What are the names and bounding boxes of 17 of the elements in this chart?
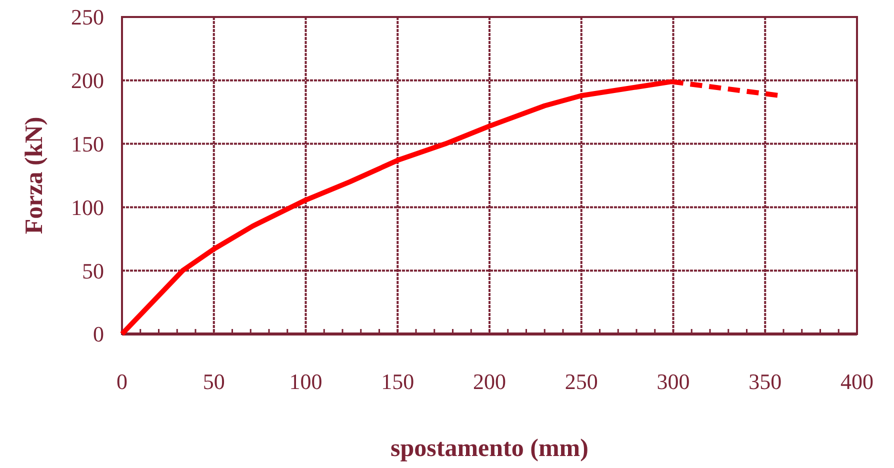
x-tick-label: 250 <box>564 369 598 394</box>
y-tick-label: 250 <box>71 4 104 30</box>
y-tick-label: 50 <box>82 258 104 284</box>
x-tick-label: 150 <box>381 369 414 394</box>
x-tick-label: 100 <box>289 369 322 394</box>
x-tick-label: 50 <box>202 369 225 394</box>
x-tick-label: 200 <box>473 369 506 394</box>
y-tick-label: 100 <box>71 194 104 220</box>
y-tick-label: 200 <box>71 68 104 94</box>
x-tick-label: 400 <box>840 369 874 394</box>
y-axis-title: Forza (kN) <box>21 116 48 234</box>
x-axis-title: spostamento (mm) <box>390 435 588 462</box>
x-tick-label: 350 <box>748 369 782 394</box>
x-tick-label: 300 <box>656 369 690 394</box>
y-tick-label: 150 <box>71 132 104 156</box>
x-tick-label: 0 <box>116 369 128 394</box>
y-tick-label: 0 <box>93 322 104 347</box>
